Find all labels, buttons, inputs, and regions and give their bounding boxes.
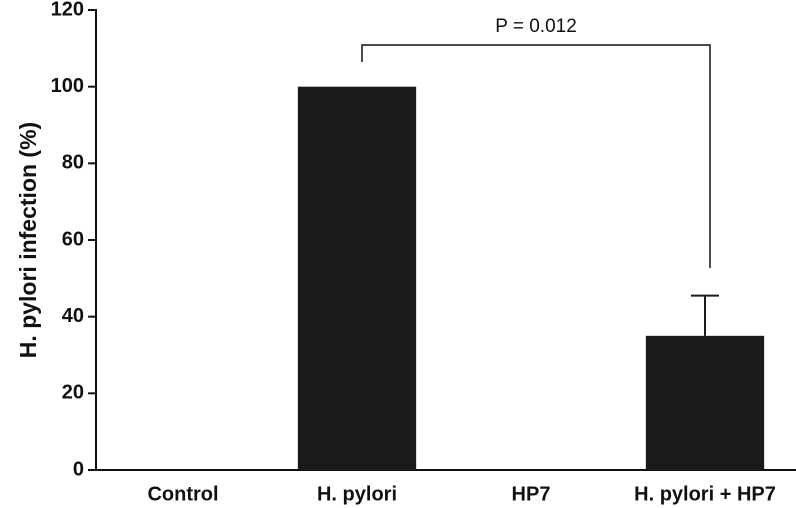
significance-bracket [361, 44, 711, 268]
y-tick-label: 100 [51, 75, 84, 97]
y-tick-label: 0 [73, 458, 84, 480]
annotation: P = 0.012 [495, 16, 577, 37]
y-tick-label: 120 [51, 0, 84, 20]
bar [645, 335, 765, 470]
bar [297, 86, 417, 471]
y-axis-title: H. pylori infection (%) [15, 122, 41, 358]
y-tick-label: 40 [62, 305, 84, 327]
x-tick-label: H. pylori [317, 483, 397, 505]
x-tick-label: HP7 [512, 483, 551, 505]
x-tick-label: Control [147, 483, 218, 505]
y-tick-label: 20 [62, 382, 84, 404]
y-tick-label: 80 [62, 152, 84, 174]
x-tick-label: H. pylori + HP7 [634, 483, 776, 505]
y-tick-label: 60 [62, 228, 84, 250]
